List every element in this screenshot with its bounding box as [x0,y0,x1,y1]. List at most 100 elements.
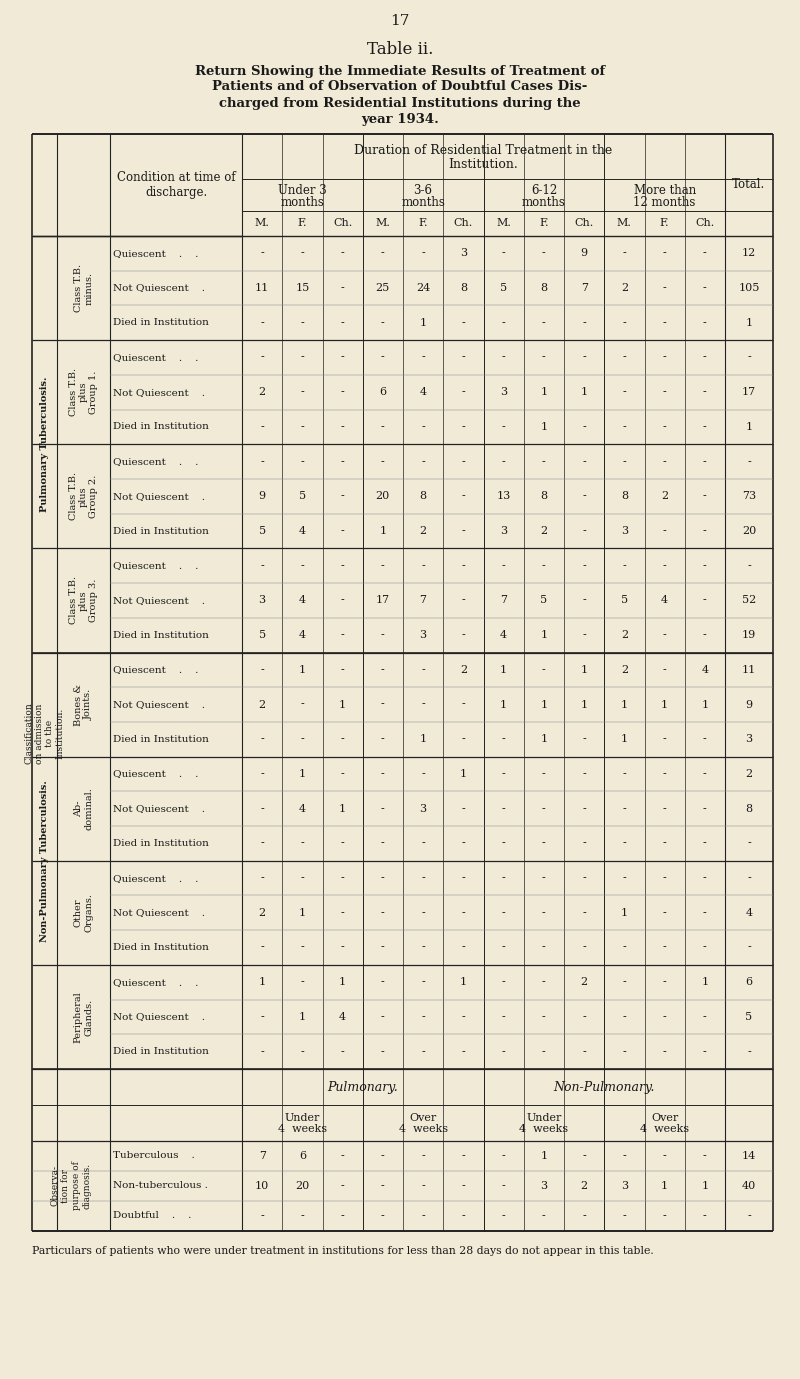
Text: Class T.B.
plus
Group 1.: Class T.B. plus Group 1. [69,368,98,416]
Text: -: - [582,1151,586,1161]
Text: -: - [703,907,706,918]
Text: Under 3: Under 3 [278,183,326,196]
Text: 8: 8 [460,283,467,294]
Text: 4  weeks: 4 weeks [640,1124,689,1134]
Text: 9: 9 [258,491,266,502]
Text: -: - [260,873,264,883]
Text: -: - [582,630,586,640]
Text: -: - [582,456,586,466]
Text: Died in Institution: Died in Institution [113,630,209,640]
Text: 5: 5 [540,596,547,605]
Text: -: - [703,491,706,502]
Text: -: - [381,456,385,466]
Text: -: - [703,769,706,779]
Text: -: - [341,317,345,328]
Text: 1: 1 [540,387,547,397]
Text: 105: 105 [738,283,760,294]
Text: 12 months: 12 months [634,196,696,208]
Text: -: - [260,665,264,674]
Text: 1: 1 [419,734,426,745]
Text: Class T.B.
minus.: Class T.B. minus. [74,263,93,312]
Text: -: - [502,734,506,745]
Text: -: - [502,317,506,328]
Text: -: - [622,317,626,328]
Text: -: - [462,561,466,571]
Text: 40: 40 [742,1180,756,1191]
Text: Non-Pulmonary.: Non-Pulmonary. [554,1081,655,1094]
Text: -: - [542,804,546,814]
Text: -: - [622,456,626,466]
Text: 17: 17 [376,596,390,605]
Text: 1: 1 [299,907,306,918]
Text: 1: 1 [500,699,507,710]
Text: -: - [462,525,466,536]
Text: Ch.: Ch. [574,218,594,229]
Text: 1: 1 [621,734,628,745]
Text: -: - [703,561,706,571]
Text: -: - [462,596,466,605]
Text: 2: 2 [258,907,266,918]
Text: -: - [462,804,466,814]
Text: -: - [502,978,506,987]
Text: -: - [582,525,586,536]
Text: -: - [662,353,666,363]
Text: -: - [747,1047,751,1056]
Text: 1: 1 [581,387,588,397]
Text: -: - [301,422,304,432]
Text: -: - [341,353,345,363]
Text: -: - [381,734,385,745]
Text: -: - [260,561,264,571]
Text: Particulars of patients who were under treatment in institutions for less than 2: Particulars of patients who were under t… [32,1247,654,1256]
Text: Over: Over [651,1113,678,1123]
Text: -: - [381,665,385,674]
Text: -: - [260,734,264,745]
Text: -: - [422,665,425,674]
Text: -: - [502,353,506,363]
Text: Ch.: Ch. [454,218,473,229]
Text: -: - [341,596,345,605]
Text: -: - [662,769,666,779]
Text: -: - [747,838,751,848]
Text: 1: 1 [581,665,588,674]
Text: -: - [582,353,586,363]
Text: -: - [381,699,385,710]
Text: -: - [301,838,304,848]
Text: 20: 20 [295,1180,310,1191]
Text: -: - [582,734,586,745]
Text: -: - [260,422,264,432]
Text: -: - [301,1047,304,1056]
Text: -: - [542,1047,546,1056]
Text: -: - [502,456,506,466]
Text: -: - [462,630,466,640]
Text: 9: 9 [746,699,753,710]
Text: -: - [502,1180,506,1191]
Text: Died in Institution: Died in Institution [113,422,209,432]
Text: 1: 1 [661,699,668,710]
Text: -: - [662,1211,666,1220]
Text: 73: 73 [742,491,756,502]
Text: 1: 1 [540,699,547,710]
Text: 5: 5 [258,525,266,536]
Text: Bones &
Joints.: Bones & Joints. [74,684,93,725]
Text: -: - [462,317,466,328]
Text: -: - [462,387,466,397]
Text: 2: 2 [419,525,426,536]
Text: 12: 12 [742,248,756,258]
Text: 4: 4 [299,804,306,814]
Text: 2: 2 [661,491,668,502]
Text: -: - [662,838,666,848]
Text: -: - [703,596,706,605]
Text: -: - [381,978,385,987]
Text: Ch.: Ch. [695,218,714,229]
Text: -: - [502,422,506,432]
Text: 3: 3 [419,630,426,640]
Text: -: - [703,1012,706,1022]
Text: -: - [662,387,666,397]
Text: Not Quiescent    .: Not Quiescent . [113,387,205,397]
Text: Died in Institution: Died in Institution [113,735,209,743]
Text: 9: 9 [581,248,588,258]
Text: -: - [662,561,666,571]
Text: -: - [622,422,626,432]
Text: -: - [542,838,546,848]
Text: Ab-
dominal.: Ab- dominal. [74,787,93,830]
